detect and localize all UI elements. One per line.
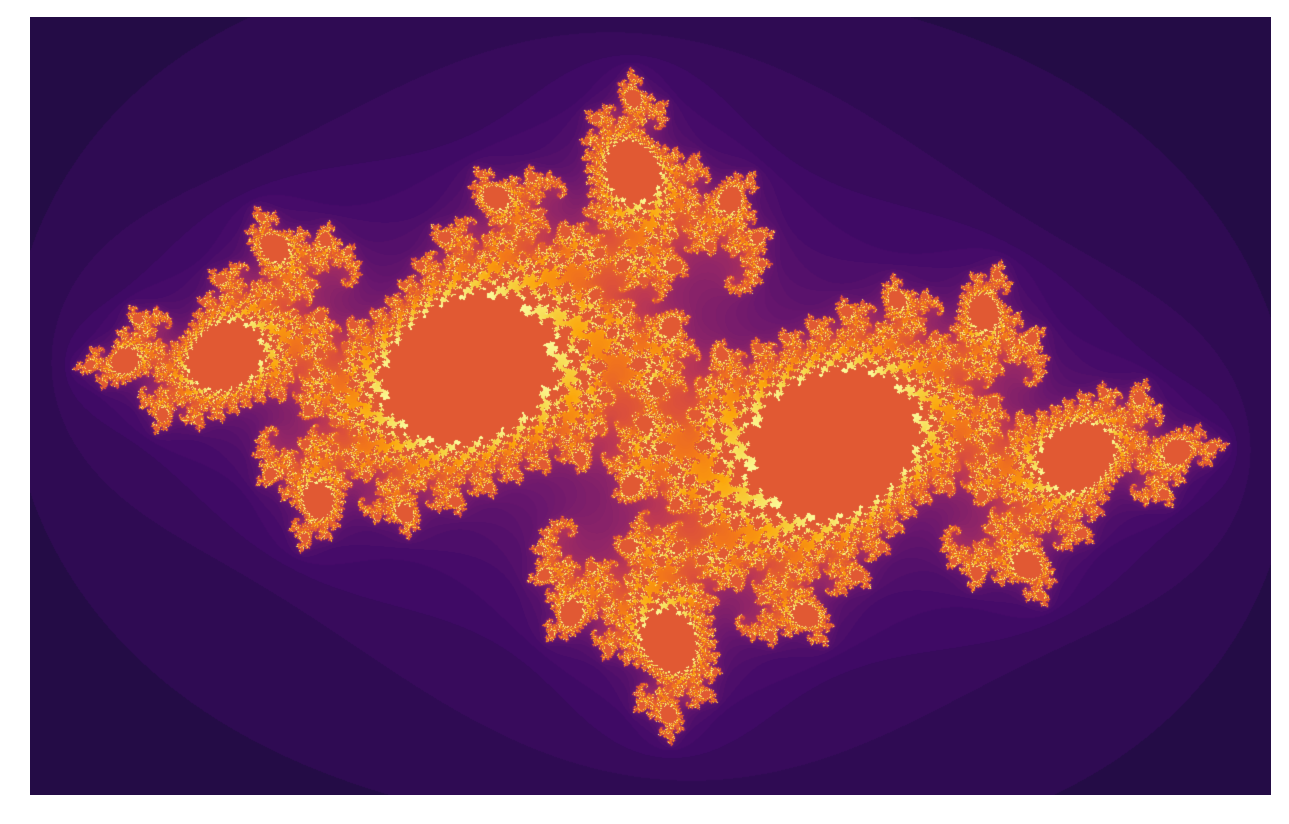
fractal-image-frame [30, 17, 1271, 795]
julia-set-fractal-image [30, 17, 1271, 795]
